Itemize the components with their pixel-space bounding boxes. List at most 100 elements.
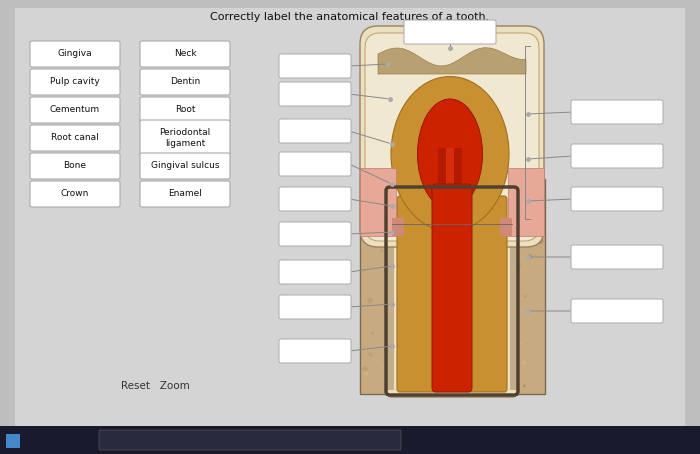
Ellipse shape <box>469 207 472 210</box>
Ellipse shape <box>516 362 520 366</box>
FancyBboxPatch shape <box>99 430 401 450</box>
FancyBboxPatch shape <box>279 339 351 363</box>
Ellipse shape <box>482 254 484 257</box>
FancyBboxPatch shape <box>15 8 685 426</box>
Ellipse shape <box>481 291 485 295</box>
Ellipse shape <box>522 360 526 365</box>
Ellipse shape <box>511 359 514 361</box>
Ellipse shape <box>517 263 521 267</box>
Ellipse shape <box>390 286 393 288</box>
FancyBboxPatch shape <box>388 195 394 390</box>
Ellipse shape <box>448 227 451 229</box>
Text: Periodontal
ligament: Periodontal ligament <box>160 128 211 148</box>
Ellipse shape <box>447 286 453 292</box>
Ellipse shape <box>486 324 491 329</box>
Text: Enamel: Enamel <box>168 189 202 198</box>
Ellipse shape <box>526 343 529 345</box>
Ellipse shape <box>467 225 472 230</box>
FancyBboxPatch shape <box>30 69 120 95</box>
Ellipse shape <box>367 298 373 304</box>
Ellipse shape <box>490 296 493 299</box>
FancyBboxPatch shape <box>279 54 351 78</box>
Ellipse shape <box>419 277 424 282</box>
FancyBboxPatch shape <box>438 148 446 205</box>
FancyBboxPatch shape <box>387 197 517 397</box>
Ellipse shape <box>498 257 503 261</box>
Ellipse shape <box>467 359 473 364</box>
Ellipse shape <box>402 278 406 283</box>
Ellipse shape <box>455 299 457 301</box>
Ellipse shape <box>386 197 389 200</box>
Ellipse shape <box>407 267 409 269</box>
Ellipse shape <box>473 267 478 271</box>
Ellipse shape <box>424 267 426 269</box>
Ellipse shape <box>368 352 371 355</box>
Ellipse shape <box>444 271 447 274</box>
Ellipse shape <box>510 257 514 262</box>
Ellipse shape <box>435 187 440 191</box>
Ellipse shape <box>415 384 419 387</box>
Ellipse shape <box>363 366 368 372</box>
FancyBboxPatch shape <box>279 82 351 106</box>
Text: Gingiva: Gingiva <box>57 49 92 59</box>
Ellipse shape <box>451 206 456 211</box>
FancyBboxPatch shape <box>140 120 230 156</box>
Ellipse shape <box>396 293 398 295</box>
FancyBboxPatch shape <box>571 187 663 211</box>
Text: Pulp cavity: Pulp cavity <box>50 78 100 87</box>
Ellipse shape <box>471 354 476 358</box>
FancyBboxPatch shape <box>397 196 507 392</box>
FancyBboxPatch shape <box>360 26 544 247</box>
Ellipse shape <box>379 180 385 185</box>
Ellipse shape <box>394 363 398 367</box>
FancyBboxPatch shape <box>404 20 496 44</box>
Ellipse shape <box>382 366 385 369</box>
FancyBboxPatch shape <box>279 187 351 211</box>
Ellipse shape <box>429 237 433 241</box>
Ellipse shape <box>435 381 439 385</box>
Ellipse shape <box>464 303 466 306</box>
Ellipse shape <box>407 194 410 197</box>
Ellipse shape <box>532 197 536 202</box>
Ellipse shape <box>505 286 509 291</box>
Ellipse shape <box>467 247 471 251</box>
Ellipse shape <box>523 385 526 387</box>
Ellipse shape <box>386 349 389 351</box>
Text: Reset   Zoom: Reset Zoom <box>120 381 190 391</box>
FancyBboxPatch shape <box>140 41 230 67</box>
FancyBboxPatch shape <box>140 153 230 179</box>
Ellipse shape <box>371 354 373 356</box>
Ellipse shape <box>412 359 415 361</box>
Ellipse shape <box>420 201 425 206</box>
Ellipse shape <box>527 254 533 259</box>
FancyBboxPatch shape <box>279 152 351 176</box>
Ellipse shape <box>430 329 435 334</box>
Ellipse shape <box>380 249 383 252</box>
Ellipse shape <box>402 313 406 316</box>
Ellipse shape <box>500 255 505 260</box>
Ellipse shape <box>510 328 513 332</box>
Ellipse shape <box>378 238 380 241</box>
FancyBboxPatch shape <box>279 222 351 246</box>
FancyBboxPatch shape <box>360 179 545 394</box>
Ellipse shape <box>468 247 470 249</box>
Ellipse shape <box>428 281 430 283</box>
FancyBboxPatch shape <box>510 195 516 390</box>
FancyBboxPatch shape <box>30 181 120 207</box>
Ellipse shape <box>482 365 486 369</box>
Ellipse shape <box>486 269 489 271</box>
Ellipse shape <box>440 342 444 346</box>
FancyBboxPatch shape <box>571 299 663 323</box>
Ellipse shape <box>417 99 482 209</box>
Ellipse shape <box>538 238 543 244</box>
Ellipse shape <box>447 250 454 256</box>
Ellipse shape <box>501 290 505 293</box>
FancyBboxPatch shape <box>571 100 663 124</box>
FancyBboxPatch shape <box>0 426 700 454</box>
Text: Gingival sulcus: Gingival sulcus <box>150 162 219 171</box>
Ellipse shape <box>495 202 500 208</box>
Polygon shape <box>378 48 526 74</box>
Ellipse shape <box>391 77 509 232</box>
FancyBboxPatch shape <box>6 434 20 448</box>
Ellipse shape <box>384 188 389 193</box>
